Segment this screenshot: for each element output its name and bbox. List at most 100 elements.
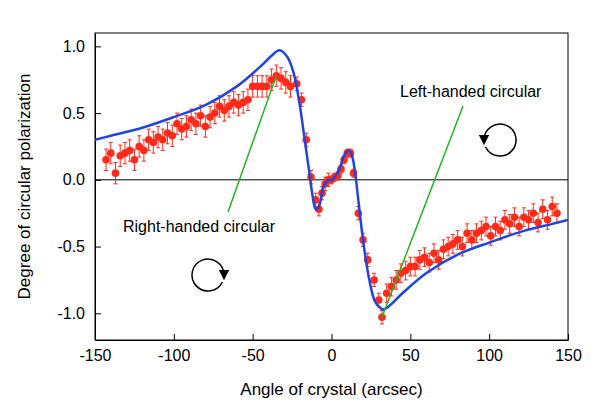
error-bar-cap (456, 249, 460, 250)
data-point (102, 156, 110, 164)
error-bar-cap (118, 145, 122, 146)
y-axis-line (95, 34, 96, 341)
error-bar-cap (109, 163, 113, 164)
error-bar-cap (232, 91, 236, 92)
error-bar-cap (246, 89, 250, 90)
x-tick-label: -150 (79, 347, 111, 364)
error-bar-cap (456, 230, 460, 231)
x-tick-mark (489, 334, 490, 340)
error-bar-cap (156, 126, 160, 127)
error-bar-cap (184, 115, 188, 116)
data-point (511, 213, 519, 221)
data-point (539, 205, 547, 213)
y-tick-mark (95, 313, 101, 314)
data-point (430, 249, 438, 257)
error-bar-cap (156, 147, 160, 148)
error-bar-cap (389, 277, 393, 278)
error-bar-cap (418, 269, 422, 270)
error-bar-cap (113, 162, 117, 163)
error-bar-cap (203, 137, 207, 138)
y-tick-mark (95, 113, 101, 114)
error-bar-cap (460, 237, 464, 238)
error-bar-cap (399, 282, 403, 283)
x-tick-mark (174, 334, 175, 340)
error-bar-cap (175, 134, 179, 135)
error-bar-cap (546, 210, 550, 211)
error-bar-cap (236, 115, 240, 116)
error-bar-cap (413, 257, 417, 258)
error-bar-cap (300, 93, 304, 94)
data-point (515, 223, 523, 231)
error-bar-cap (475, 242, 479, 243)
annotation-leader (228, 76, 276, 212)
error-bar-cap (142, 161, 146, 162)
error-bar-cap (432, 262, 436, 263)
error-bar-cap (508, 233, 512, 234)
error-bar-cap (326, 173, 330, 174)
error-bar-cap (123, 163, 127, 164)
data-point (140, 147, 148, 155)
x-tick-label: -100 (158, 347, 190, 364)
rotation-icon (192, 259, 224, 291)
error-bar-cap (132, 149, 136, 150)
error-bar-cap (475, 223, 479, 224)
error-bar-cap (493, 235, 497, 236)
x-tick-label: -50 (242, 347, 265, 364)
error-bar-cap (161, 129, 165, 130)
error-bar-cap (175, 113, 179, 114)
error-bar-cap (423, 247, 427, 248)
x-tick-mark (410, 334, 411, 340)
chart: -150-100-50050100150-1.0-0.50.00.51.0Ang… (0, 0, 600, 413)
error-bar-cap (479, 239, 483, 240)
error-bar-cap (166, 143, 170, 144)
annotation-text: Right-handed circular (123, 218, 276, 235)
error-bar-cap (251, 97, 255, 98)
data-point (534, 219, 542, 227)
error-bar-cap (151, 131, 155, 132)
error-bar-cap (550, 197, 554, 198)
annotations: Left-handed circularRight-handed circula… (123, 76, 542, 318)
error-bar-cap (418, 250, 422, 251)
error-bar-cap (413, 275, 417, 276)
x-tick-label: 50 (402, 347, 420, 364)
error-bar-cap (408, 257, 412, 258)
error-bar-cap (236, 94, 240, 95)
error-bar-cap (541, 199, 545, 200)
x-tick-mark (332, 334, 333, 340)
error-bar-cap (546, 229, 550, 230)
data-point (370, 276, 378, 284)
x-tick: -50 (242, 334, 265, 364)
error-bar-cap (104, 149, 108, 150)
error-bar-cap (194, 113, 198, 114)
y-tick-label: -0.5 (57, 238, 85, 255)
data-point (197, 112, 205, 120)
data-point (525, 216, 533, 224)
data-point (468, 236, 476, 244)
data-point (168, 132, 176, 140)
x-tick-mark (568, 334, 569, 340)
data-point (454, 236, 462, 244)
y-tick-mark (95, 46, 101, 47)
error-bar-cap (104, 170, 108, 171)
error-bar-cap (260, 75, 264, 76)
error-bar-cap (489, 245, 493, 246)
data-point (126, 147, 134, 155)
error-bar-cap (241, 113, 245, 114)
error-bar-cap (465, 242, 469, 243)
data-point (530, 209, 538, 217)
y-axis: -1.0-0.50.00.51.0 (57, 34, 101, 341)
error-bar-cap (460, 255, 464, 256)
x-axis-line (96, 340, 569, 341)
error-bar-cap (265, 75, 269, 76)
error-bar-cap (260, 97, 264, 98)
y-tick-mark (95, 247, 101, 248)
error-bar-cap (404, 279, 408, 280)
error-bar-cap (394, 289, 398, 290)
data-point (496, 227, 504, 235)
data-point (383, 289, 391, 297)
error-bar-cap (208, 127, 212, 128)
y-tick-label: -1.0 (57, 305, 85, 322)
error-bar-cap (446, 237, 450, 238)
error-bar-cap (408, 275, 412, 276)
error-bar-cap (446, 255, 450, 256)
